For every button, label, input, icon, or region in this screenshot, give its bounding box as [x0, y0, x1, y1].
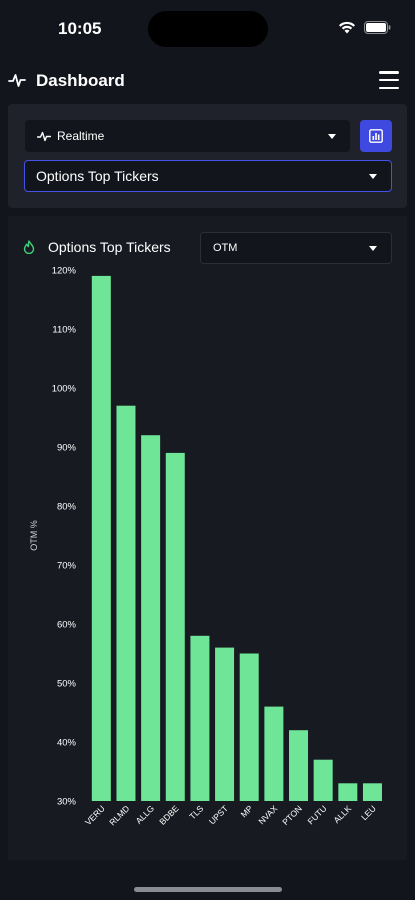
bar-upst[interactable]: [215, 647, 235, 801]
y-tick-label: 30%: [57, 797, 77, 808]
x-tick-label: UPST: [207, 803, 230, 826]
bar-mp[interactable]: [239, 653, 259, 802]
y-tick-label: 80%: [57, 502, 77, 513]
home-indicator: [134, 887, 282, 892]
y-tick-label: 90%: [57, 443, 77, 454]
x-tick-label: NVAX: [256, 803, 279, 826]
x-tick-label: TLS: [187, 803, 205, 821]
chevron-down-icon: [369, 246, 377, 251]
menu-bar-line: [379, 71, 399, 74]
wifi-icon: [339, 21, 355, 34]
hamburger-menu-icon[interactable]: [379, 71, 399, 89]
chevron-down-icon: [369, 174, 377, 179]
bar-allk[interactable]: [338, 783, 358, 801]
x-tick-label: LEU: [359, 803, 378, 822]
bar-allg[interactable]: [141, 435, 161, 801]
realtime-select[interactable]: Realtime: [25, 120, 350, 152]
realtime-select-value: Realtime: [57, 129, 105, 143]
chart-type-button[interactable]: [360, 120, 392, 152]
bar-tls[interactable]: [190, 635, 210, 801]
y-axis-label: OTM %: [29, 520, 39, 551]
pulse-icon: [8, 74, 26, 87]
y-tick-label: 40%: [57, 738, 77, 749]
y-tick-label: 120%: [52, 266, 77, 277]
x-tick-label: VERU: [83, 803, 107, 827]
bar-pton[interactable]: [289, 730, 309, 801]
x-tick-label: FUTU: [305, 803, 328, 826]
y-tick-label: 60%: [57, 620, 77, 631]
x-tick-label: RLMD: [107, 803, 131, 827]
app-header: Dashboard: [0, 62, 415, 100]
chevron-down-icon: [328, 134, 336, 139]
y-tick-label: 100%: [52, 384, 77, 395]
status-bar: 10:05: [0, 0, 415, 58]
x-tick-label: PTON: [280, 803, 304, 827]
chart-icon: [369, 129, 383, 143]
x-tick-label: ALLG: [134, 803, 156, 825]
menu-bar-line: [379, 78, 399, 82]
bar-nvax[interactable]: [264, 706, 284, 801]
y-tick-label: 70%: [57, 561, 77, 572]
bar-veru[interactable]: [91, 275, 111, 801]
x-tick-label: BDBE: [157, 803, 181, 827]
menu-bar-line: [379, 86, 399, 89]
controls-card: Realtime Options Top Tickers: [8, 104, 407, 208]
status-time: 10:05: [58, 19, 102, 38]
bar-bdbe[interactable]: [165, 452, 185, 801]
pulse-icon: [37, 131, 51, 142]
y-tick-label: 50%: [57, 679, 77, 690]
flame-icon: [23, 240, 35, 254]
bar-rlmd[interactable]: [116, 405, 136, 801]
page-title: Dashboard: [36, 71, 125, 90]
metric-select-value: OTM: [213, 242, 238, 254]
x-tick-label: ALLK: [331, 803, 353, 825]
status-icons: [338, 21, 391, 34]
otm-bar-chart: 120% 110% 100% 90% 80% 70% 60% 50% 40% 30% OTM % VE…: [29, 266, 382, 827]
category-select[interactable]: Options Top Tickers: [24, 160, 392, 192]
battery-icon: [364, 21, 391, 34]
panel-title: Options Top Tickers: [48, 239, 171, 255]
y-tick-label: 110%: [52, 325, 76, 336]
category-select-value: Options Top Tickers: [36, 168, 159, 184]
metric-select[interactable]: OTM: [200, 232, 392, 264]
dynamic-island: [148, 11, 268, 47]
x-tick-label: MP: [239, 803, 255, 819]
bar-futu[interactable]: [313, 759, 333, 801]
bar-leu[interactable]: [362, 783, 382, 801]
chart-panel: Options Top Tickers OTM 120% 110% 100% 90% 8…: [8, 216, 407, 860]
